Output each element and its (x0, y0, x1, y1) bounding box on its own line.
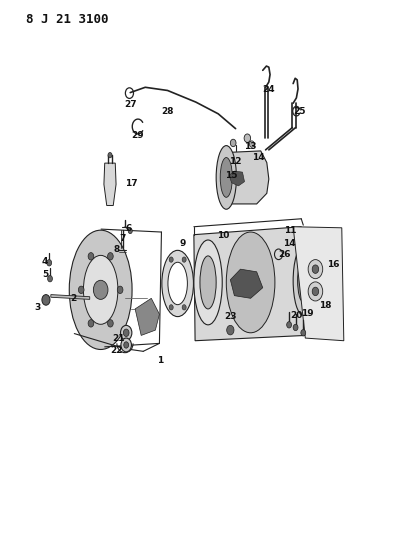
Polygon shape (51, 295, 90, 300)
Circle shape (169, 257, 173, 262)
Circle shape (47, 260, 52, 266)
Text: 4: 4 (42, 257, 48, 265)
Circle shape (124, 342, 129, 348)
Polygon shape (222, 151, 269, 204)
Circle shape (231, 139, 236, 147)
Ellipse shape (226, 232, 275, 333)
Polygon shape (231, 269, 263, 298)
Circle shape (88, 253, 94, 260)
Text: 8 J 21 3100: 8 J 21 3100 (26, 13, 108, 26)
Ellipse shape (297, 260, 309, 302)
Text: 6: 6 (126, 224, 132, 233)
Circle shape (287, 321, 292, 328)
Text: 24: 24 (262, 85, 275, 94)
Text: 2: 2 (71, 294, 77, 303)
Ellipse shape (200, 256, 216, 309)
Circle shape (227, 325, 234, 335)
Text: 26: 26 (278, 251, 290, 260)
Text: 1: 1 (157, 357, 163, 366)
Polygon shape (104, 163, 116, 206)
Text: 15: 15 (225, 171, 238, 180)
Circle shape (308, 260, 323, 279)
Text: 29: 29 (131, 131, 144, 140)
Circle shape (108, 320, 113, 327)
Circle shape (182, 257, 186, 262)
Text: 12: 12 (229, 157, 242, 166)
Circle shape (312, 287, 319, 296)
Ellipse shape (220, 158, 233, 197)
Text: 17: 17 (125, 179, 137, 188)
Polygon shape (194, 227, 305, 341)
Circle shape (312, 265, 319, 273)
Text: 13: 13 (244, 142, 257, 151)
Text: 7: 7 (119, 235, 125, 244)
Circle shape (120, 325, 132, 340)
Circle shape (88, 320, 94, 327)
Circle shape (108, 253, 113, 260)
Text: 18: 18 (319, 301, 332, 310)
Ellipse shape (162, 251, 193, 317)
Circle shape (293, 324, 298, 330)
Text: 27: 27 (124, 100, 137, 109)
Text: 14: 14 (283, 239, 295, 248)
Text: 28: 28 (161, 107, 174, 116)
Ellipse shape (69, 230, 132, 350)
Ellipse shape (168, 262, 187, 305)
Text: 11: 11 (284, 227, 296, 236)
Text: 5: 5 (42, 270, 48, 279)
Polygon shape (135, 298, 160, 335)
Text: 8: 8 (114, 245, 120, 254)
Circle shape (244, 134, 251, 142)
Text: 22: 22 (111, 346, 123, 355)
Polygon shape (293, 227, 344, 341)
Text: 19: 19 (301, 309, 314, 318)
Text: 10: 10 (217, 231, 230, 240)
Circle shape (169, 305, 173, 310)
Ellipse shape (84, 255, 118, 324)
Circle shape (48, 276, 53, 282)
Circle shape (108, 152, 112, 158)
Circle shape (78, 286, 84, 294)
Circle shape (182, 305, 186, 310)
Circle shape (123, 329, 129, 336)
Circle shape (121, 338, 131, 352)
Text: 14: 14 (253, 154, 265, 163)
Circle shape (42, 295, 50, 305)
Circle shape (301, 329, 306, 336)
Text: 21: 21 (113, 334, 125, 343)
Text: 25: 25 (293, 107, 306, 116)
Text: 20: 20 (290, 311, 303, 320)
Circle shape (117, 286, 123, 294)
Ellipse shape (216, 146, 236, 209)
Text: 9: 9 (180, 239, 186, 248)
Text: 3: 3 (35, 303, 41, 312)
Circle shape (93, 280, 108, 300)
Polygon shape (229, 171, 244, 186)
Circle shape (128, 228, 132, 233)
Text: 16: 16 (328, 261, 340, 269)
Circle shape (249, 141, 254, 147)
Ellipse shape (194, 240, 222, 325)
Circle shape (308, 282, 323, 301)
Ellipse shape (293, 246, 313, 316)
Text: 23: 23 (224, 312, 237, 321)
